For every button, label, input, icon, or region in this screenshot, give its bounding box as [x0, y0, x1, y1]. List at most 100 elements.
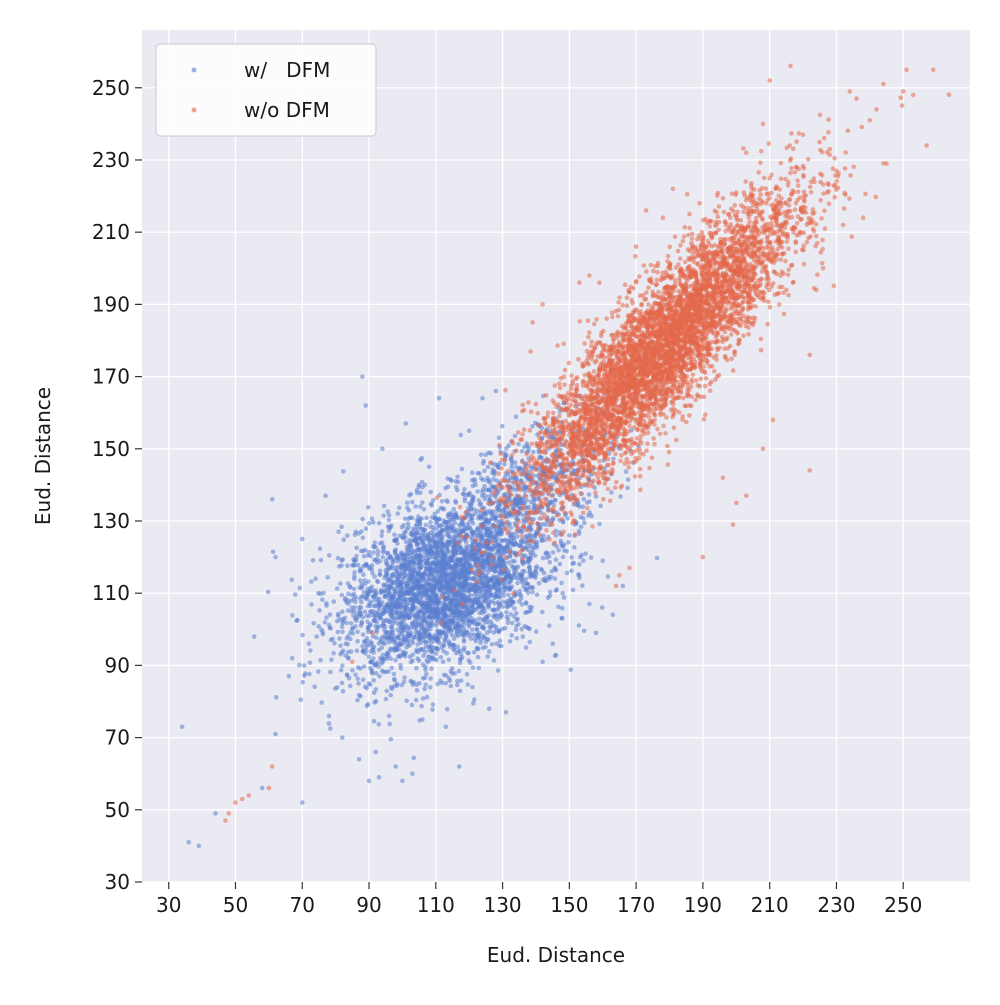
point-wo-dfm [577, 319, 582, 324]
point-w-dfm [484, 488, 489, 493]
point-w-dfm [387, 529, 392, 534]
point-w-dfm [384, 697, 389, 702]
point-w-dfm [459, 558, 464, 563]
point-w-dfm [420, 456, 425, 461]
point-w-dfm [437, 396, 442, 401]
point-w-dfm [441, 551, 446, 556]
point-w-dfm [273, 555, 278, 560]
point-w-dfm [561, 555, 566, 560]
point-w-dfm [530, 590, 535, 595]
point-w-dfm [366, 702, 371, 707]
point-w-dfm [515, 576, 520, 581]
point-w-dfm [415, 543, 420, 548]
point-w-dfm [481, 459, 486, 464]
point-w-dfm [344, 621, 349, 626]
point-w-dfm [461, 521, 466, 526]
point-w-dfm [435, 593, 440, 598]
point-w-dfm [372, 604, 377, 609]
point-wo-dfm [683, 225, 688, 230]
point-w-dfm [508, 639, 513, 644]
point-w-dfm [415, 642, 420, 647]
point-w-dfm [465, 672, 470, 677]
point-w-dfm [504, 610, 509, 615]
point-w-dfm [440, 499, 445, 504]
point-w-dfm [352, 592, 357, 597]
point-w-dfm [582, 520, 587, 525]
point-w-dfm [318, 546, 323, 551]
point-w-dfm [550, 569, 555, 574]
point-w-dfm [399, 566, 404, 571]
point-w-dfm [362, 639, 367, 644]
point-w-dfm [537, 581, 542, 586]
point-w-dfm [374, 630, 379, 635]
point-w-dfm [480, 625, 485, 630]
point-w-dfm [438, 536, 443, 541]
point-w-dfm [439, 655, 444, 660]
point-w-dfm [516, 622, 521, 627]
point-w-dfm [567, 533, 572, 538]
point-w-dfm [410, 500, 415, 505]
point-w-dfm [470, 627, 475, 632]
point-w-dfm [428, 524, 433, 529]
point-w-dfm [524, 645, 529, 650]
point-w-dfm [363, 403, 368, 408]
point-wo-dfm [521, 557, 526, 562]
point-w-dfm [453, 513, 458, 518]
point-w-dfm [372, 574, 377, 579]
point-w-dfm [462, 630, 467, 635]
point-w-dfm [522, 486, 527, 491]
point-w-dfm [572, 545, 577, 550]
point-w-dfm [377, 606, 382, 611]
point-w-dfm [402, 599, 407, 604]
point-w-dfm [399, 666, 404, 671]
point-w-dfm [453, 551, 458, 556]
point-w-dfm [461, 492, 466, 497]
point-w-dfm [569, 555, 574, 560]
point-wo-dfm [594, 317, 599, 322]
point-w-dfm [512, 572, 517, 577]
point-w-dfm [400, 779, 405, 784]
point-w-dfm [482, 469, 487, 474]
point-w-dfm [430, 590, 435, 595]
point-w-dfm [353, 673, 358, 678]
point-w-dfm [367, 654, 372, 659]
point-w-dfm [492, 658, 497, 663]
point-wo-dfm [789, 166, 794, 171]
point-w-dfm [501, 599, 506, 604]
point-w-dfm [546, 596, 551, 601]
point-w-dfm [472, 477, 477, 482]
point-w-dfm [411, 602, 416, 607]
point-w-dfm [417, 659, 422, 664]
point-wo-dfm [794, 250, 799, 255]
point-w-dfm [505, 604, 510, 609]
point-w-dfm [410, 703, 415, 708]
point-w-dfm [380, 529, 385, 534]
point-w-dfm [381, 582, 386, 587]
point-w-dfm [349, 609, 354, 614]
point-w-dfm [380, 668, 385, 673]
point-w-dfm [413, 504, 418, 509]
point-w-dfm [559, 581, 564, 586]
point-wo-dfm [625, 295, 630, 300]
point-wo-dfm [642, 263, 647, 268]
point-w-dfm [442, 613, 447, 618]
point-w-dfm [180, 725, 185, 730]
point-w-dfm [407, 614, 412, 619]
point-w-dfm [540, 610, 545, 615]
point-wo-dfm [796, 183, 801, 188]
point-w-dfm [450, 608, 455, 613]
point-w-dfm [434, 621, 439, 626]
point-w-dfm [466, 682, 471, 687]
point-w-dfm [393, 764, 398, 769]
point-w-dfm [468, 517, 473, 522]
point-w-dfm [360, 644, 365, 649]
point-w-dfm [361, 536, 366, 541]
point-w-dfm [473, 557, 478, 562]
point-w-dfm [389, 601, 394, 606]
point-w-dfm [611, 457, 616, 462]
point-w-dfm [406, 560, 411, 565]
point-wo-dfm [652, 442, 657, 447]
point-w-dfm [405, 500, 410, 505]
point-w-dfm [350, 668, 355, 673]
point-w-dfm [423, 667, 428, 672]
